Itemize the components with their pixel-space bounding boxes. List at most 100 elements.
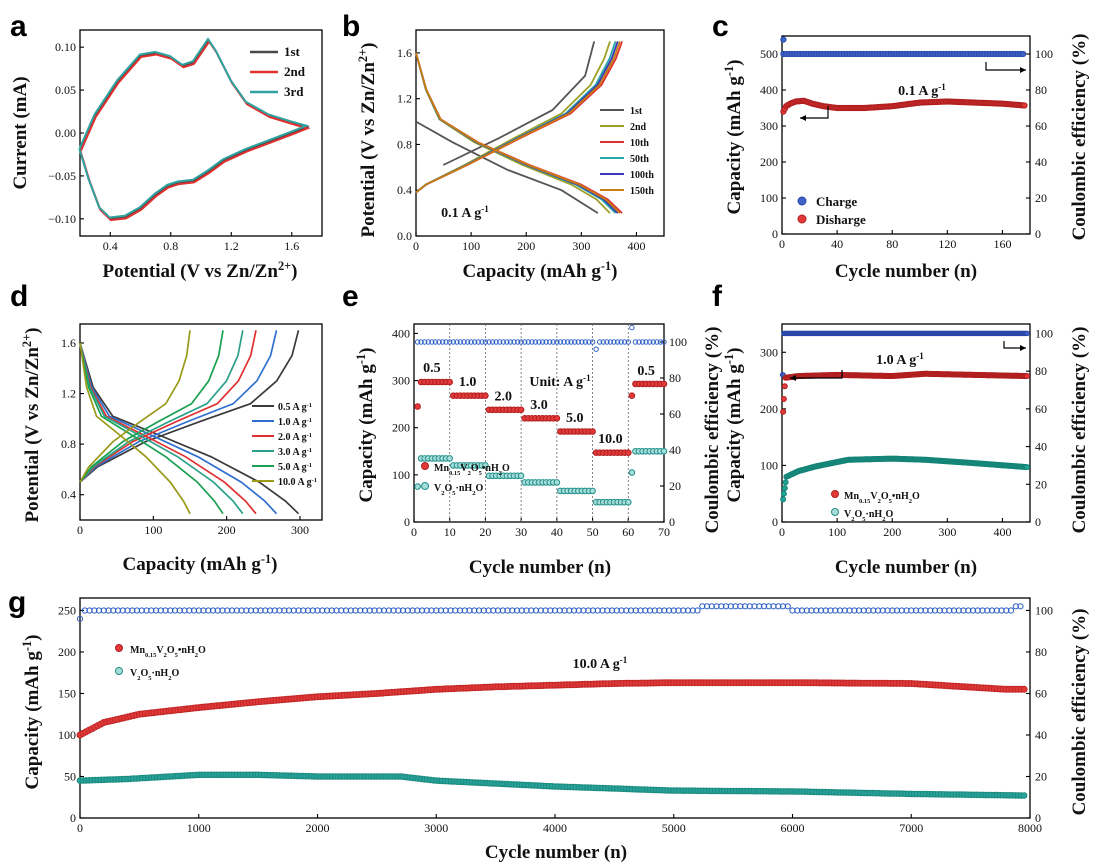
x-axis-label-c: Cycle number (n): [835, 261, 977, 282]
arrow-left-f: [790, 370, 843, 379]
x-tick-label-e: 30: [515, 525, 527, 539]
ce-point-g: [974, 607, 981, 614]
x-tick-label-c: 0: [779, 237, 785, 251]
x-tick-label-c: 120: [938, 237, 956, 251]
y2-tick-label-g: 80: [1035, 645, 1047, 659]
y-tick-label-e: 0: [404, 515, 410, 529]
axes-frame-b: [415, 29, 665, 237]
vo-capacity-point-f: [780, 496, 787, 503]
y2-tick-label-c: 20: [1035, 191, 1047, 205]
axes-frame-d: [79, 323, 323, 521]
x-tick-label-a: 1.2: [224, 239, 239, 253]
ce-point-e: [547, 339, 553, 345]
ce-point-g: [955, 607, 962, 614]
legend-marker-mn-f: [831, 490, 839, 498]
x-tick-label-g: 3000: [424, 821, 448, 835]
mn-capacity-point-e: [482, 392, 489, 400]
x-tick-label-b: 200: [517, 239, 535, 253]
x-tick-label-e: 60: [622, 525, 634, 539]
ce-point-e: [439, 339, 446, 345]
ce-point-e: [597, 339, 603, 345]
ce-point-e: [504, 339, 510, 345]
ce-point-g: [694, 607, 701, 614]
mn-capacity-point-e: [414, 403, 421, 410]
legend-label-d: 0.5 A g-1: [278, 402, 312, 414]
charge-curve-2.0 A g-1: [79, 330, 257, 483]
arrow-right-c: [985, 62, 1026, 71]
discharge-curve-5.0 A g-1: [79, 342, 224, 515]
x-tick-label-d: 200: [218, 523, 236, 537]
panel-label-c: c: [712, 10, 729, 43]
ce-point-g: [965, 607, 972, 614]
ce-point-e: [422, 339, 428, 345]
panel-b: 0 100 200 300 400 0.0 0.4 0.8 1.2 1.6 1st 2nd 10th 50…: [397, 29, 665, 253]
y-tick-label-c: 200: [760, 155, 778, 169]
ce-point-g: [670, 607, 677, 614]
y2-tick-label-c: 60: [1035, 119, 1047, 133]
ce-point-e: [582, 339, 589, 345]
y-tick-label-b: 1.2: [397, 92, 412, 106]
capacity-point-c: [1021, 102, 1028, 109]
vo-capacity-point-e: [482, 462, 489, 469]
y2-tick-label-e: 0: [669, 515, 675, 529]
legend-label-c: Charge: [816, 194, 857, 209]
y2-axis-label-g: Coulombic efficiency (%): [1069, 609, 1090, 816]
x-tick-label-f: 200: [883, 525, 901, 539]
y-tick-label-d: 1.6: [61, 336, 76, 350]
ce-point-e: [525, 339, 531, 345]
y-tick-label-e: 300: [392, 374, 410, 388]
ce-point-g: [889, 607, 896, 614]
ce-point-g: [81, 607, 88, 614]
ce-point-g: [708, 603, 715, 610]
ce-point-g: [898, 607, 905, 614]
legend-label-b: 100th: [630, 170, 654, 181]
arrowhead-right-f: [1020, 345, 1026, 351]
y-tick-label-a: 0.00: [55, 126, 76, 140]
ce-point-e: [607, 339, 614, 345]
y2-axis-label-f: Coulombic efficiency (%): [1069, 327, 1090, 534]
mn-capacity-point-e: [589, 428, 596, 435]
legend-label-d: 10.0 A g-1: [278, 477, 317, 489]
ce-point-e: [429, 339, 435, 345]
charge-curve-1.0 A g-1: [79, 330, 278, 483]
vo-capacity-point-e: [625, 498, 632, 506]
rate-label-e: 3.0: [530, 398, 548, 413]
ce-point-e: [661, 339, 667, 345]
ce-point-g: [813, 607, 820, 614]
legend-label-b: 10th: [630, 138, 649, 149]
ce-point-e: [489, 339, 496, 345]
ce-point-e: [447, 339, 453, 345]
ce-point-g: [1007, 607, 1015, 614]
mn-capacity-point-e: [446, 378, 454, 386]
ce-point-e: [629, 324, 635, 331]
mn-capacity-point-f: [1024, 373, 1030, 379]
ce-point-g: [556, 607, 563, 614]
legend-label-d: 1.0 A g-1: [278, 417, 312, 429]
mn-capacity-point-e: [553, 415, 561, 422]
x-axis-label-d: Capacity (mAh g-1): [123, 552, 278, 575]
y2-tick-label-e: 100: [669, 335, 687, 349]
y2-tick-label-f: 40: [1035, 440, 1047, 454]
ce-point-e: [657, 339, 664, 345]
cv-curve-1st: [79, 38, 311, 220]
vo-capacity-point-e: [589, 487, 596, 495]
vo-capacity-point-e: [446, 455, 454, 462]
charge-curve-150th: [415, 41, 621, 194]
ce-point-g: [746, 603, 753, 610]
legend-label-d: 3.0 A g-1: [278, 447, 312, 459]
x-tick-label-e: 40: [551, 525, 563, 539]
ce-point-e: [564, 339, 571, 345]
x-tick-label-g: 8000: [1018, 821, 1042, 835]
y2-tick-label-f: 20: [1035, 477, 1047, 491]
x-tick-label-e: 20: [479, 525, 491, 539]
x-tick-label-d: 0: [77, 523, 83, 537]
panel-a: 0.4 0.8 1.2 1.6 −0.10 −0.05 0.00 0.05 0.10 1st 2nd…: [48, 29, 323, 253]
vo-capacity-point-e: [414, 483, 421, 490]
ce-point-g: [794, 607, 801, 614]
x-tick-label-e: 50: [587, 525, 599, 539]
y-axis-label-a: Current (mA): [10, 76, 31, 189]
legend-label-a: 2nd: [284, 64, 306, 79]
ce-point-g: [803, 607, 810, 614]
legend-label-f: V2O5·nH2O: [844, 509, 893, 523]
y-tick-label-d: 0.4: [61, 488, 76, 502]
